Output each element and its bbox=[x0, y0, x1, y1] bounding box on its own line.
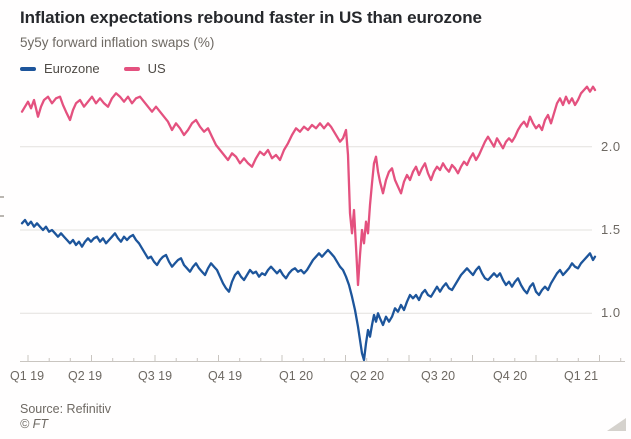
y-axis-label-1.5: 1.5 bbox=[601, 222, 621, 237]
legend-item-eurozone: Eurozone bbox=[20, 61, 100, 76]
x-axis-label-q3-19: Q3 19 bbox=[137, 369, 173, 383]
x-axis-label-q1-19: Q1 19 bbox=[9, 369, 45, 383]
legend-label-us: US bbox=[147, 61, 166, 76]
y-axis-label-1.0: 1.0 bbox=[601, 305, 621, 320]
eurozone-line-swatch-icon bbox=[20, 66, 36, 71]
us-line-swatch-icon bbox=[123, 66, 140, 71]
chart-subtitle: 5y5y forward inflation swaps (%) bbox=[20, 35, 215, 50]
series-line-us bbox=[20, 85, 597, 287]
legend: Eurozone US bbox=[20, 61, 166, 76]
x-axis-label-q3-20: Q3 20 bbox=[420, 369, 456, 383]
x-axis-label-q4-19: Q4 19 bbox=[207, 369, 243, 383]
expand-handle-icon[interactable] bbox=[607, 418, 626, 431]
legend-item-us: US bbox=[123, 61, 166, 76]
x-axis-label-q1-21: Q1 21 bbox=[563, 369, 599, 383]
ft-copyright: © FT bbox=[20, 417, 48, 431]
x-axis-label-q2-20: Q2 20 bbox=[349, 369, 385, 383]
left-edge-tick bbox=[0, 215, 4, 217]
y-axis-label-2.0: 2.0 bbox=[601, 139, 621, 154]
source-note: Source: Refinitiv bbox=[20, 402, 112, 416]
x-axis-label-q1-20: Q1 20 bbox=[278, 369, 314, 383]
x-axis-label-q2-19: Q2 19 bbox=[67, 369, 103, 383]
series-line-eurozone bbox=[20, 218, 597, 362]
chart-title: Inflation expectations rebound faster in… bbox=[20, 8, 482, 27]
x-axis-label-q4-20: Q4 20 bbox=[492, 369, 528, 383]
left-edge-tick bbox=[0, 196, 4, 198]
legend-label-eurozone: Eurozone bbox=[44, 61, 100, 76]
